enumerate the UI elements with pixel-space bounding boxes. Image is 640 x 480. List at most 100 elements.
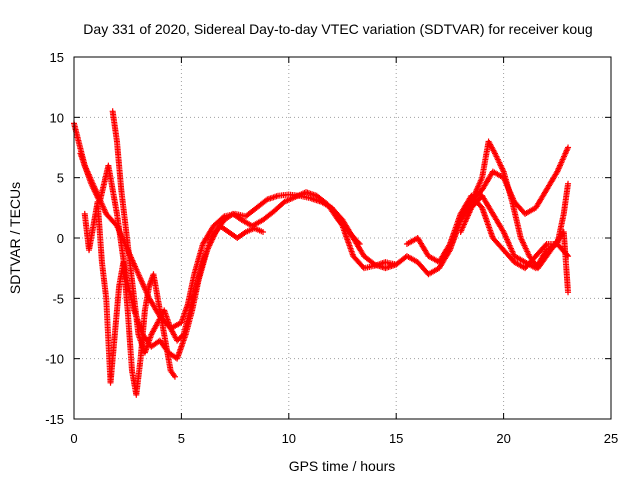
interpolated-markers: [114, 140, 125, 192]
interpolated-markers: [193, 260, 206, 288]
interpolated-markers: [94, 200, 105, 264]
interpolated-markers: [169, 320, 183, 331]
interpolated-markers: [293, 189, 308, 200]
interpolated-markers: [271, 199, 287, 214]
interpolated-markers: [159, 321, 170, 348]
x-axis-label: GPS time / hours: [289, 458, 396, 474]
interpolated-markers: [523, 205, 538, 217]
y-tick-label: -10: [45, 352, 64, 367]
interpolated-markers: [479, 194, 496, 216]
interpolated-markers: [180, 309, 193, 336]
interpolated-markers: [545, 241, 559, 253]
satellite-track-c: [109, 108, 267, 356]
interpolated-markers: [250, 217, 265, 229]
interpolated-markers: [490, 236, 506, 252]
interpolated-markers: [479, 170, 496, 192]
interpolated-markers: [405, 253, 420, 265]
interpolated-markers: [111, 284, 122, 336]
y-tick-label: 5: [57, 171, 64, 186]
data-point: [565, 180, 572, 187]
interpolated-markers: [149, 320, 160, 337]
x-tick-label: 25: [604, 431, 618, 446]
interpolated-markers: [362, 254, 377, 267]
interpolated-markers: [211, 214, 227, 228]
interpolated-markers: [122, 224, 133, 264]
interpolated-markers: [118, 188, 129, 228]
interpolated-markers: [329, 206, 345, 222]
interpolated-markers: [261, 209, 276, 222]
interpolated-markers: [240, 217, 254, 229]
interpolated-markers: [218, 223, 231, 234]
interpolated-markers: [200, 224, 216, 246]
interpolated-markers: [351, 236, 367, 258]
interpolated-markers: [185, 272, 197, 306]
interpolated-markers: [120, 260, 131, 312]
data-points: [71, 108, 572, 398]
interpolated-markers: [175, 332, 186, 343]
interpolated-markers: [458, 200, 474, 222]
grid-lines: [74, 57, 611, 419]
interpolated-markers: [137, 309, 148, 361]
interpolated-markers: [86, 224, 97, 252]
interpolated-markers: [560, 182, 571, 216]
interpolated-markers: [155, 296, 165, 324]
interpolated-markers: [254, 197, 269, 210]
interpolated-markers: [501, 248, 517, 264]
satellite-track-d: [81, 198, 178, 398]
y-tick-label: 10: [50, 110, 64, 125]
interpolated-markers: [340, 218, 356, 240]
x-tick-label: 15: [389, 431, 403, 446]
interpolated-markers: [127, 260, 137, 300]
interpolated-markers: [512, 253, 527, 265]
interpolated-markers: [479, 206, 496, 240]
interpolated-markers: [533, 242, 549, 258]
x-tick-label: 10: [282, 431, 296, 446]
interpolated-markers: [142, 284, 152, 312]
interpolated-markers: [244, 226, 256, 235]
interpolated-markers: [518, 236, 532, 258]
interpolated-markers: [509, 200, 524, 240]
interpolated-markers: [187, 284, 200, 312]
interpolated-markers: [469, 176, 485, 204]
data-point: [565, 289, 572, 296]
chart-title: Day 331 of 2020, Sidereal Day-to-day VTE…: [83, 21, 592, 37]
y-tick-label: -5: [52, 291, 64, 306]
y-tick-label: 15: [50, 50, 64, 65]
interpolated-markers: [490, 212, 506, 234]
interpolated-markers: [109, 109, 120, 143]
data-point: [565, 144, 572, 151]
interpolated-markers: [244, 205, 259, 219]
interpolated-markers: [501, 170, 515, 204]
interpolated-markers: [315, 193, 330, 207]
interpolated-markers: [426, 266, 441, 277]
interpolated-markers: [479, 140, 492, 180]
interpolated-markers: [168, 369, 177, 379]
interpolated-markers: [107, 333, 118, 385]
interpolated-markers: [161, 308, 174, 330]
satellite-track-a: [71, 120, 400, 332]
interpolated-markers: [150, 272, 161, 300]
interpolated-markers: [544, 170, 560, 192]
axis-ticks: 0 5 10 15 20 25 -15 -10 -5 0 5 10 15: [45, 50, 618, 446]
interpolated-markers: [105, 164, 120, 216]
interpolated-markers: [163, 345, 174, 373]
interpolated-markers: [99, 260, 110, 300]
interpolated-markers: [131, 296, 142, 336]
interpolated-markers: [235, 229, 248, 240]
interpolated-markers: [77, 152, 94, 186]
interpolated-markers: [351, 254, 366, 270]
x-tick-label: 20: [496, 431, 510, 446]
interpolated-markers: [124, 309, 135, 373]
interpolated-markers: [133, 357, 144, 397]
x-tick-label: 0: [70, 431, 77, 446]
data-point: [260, 228, 267, 235]
interpolated-markers: [415, 236, 431, 258]
interpolated-markers: [501, 230, 517, 258]
interpolated-markers: [200, 236, 214, 264]
interpolated-markers: [174, 333, 189, 361]
y-tick-label: 0: [57, 231, 64, 246]
interpolated-markers: [554, 146, 571, 174]
interpolated-markers: [486, 139, 498, 156]
interpolated-markers: [142, 333, 154, 355]
